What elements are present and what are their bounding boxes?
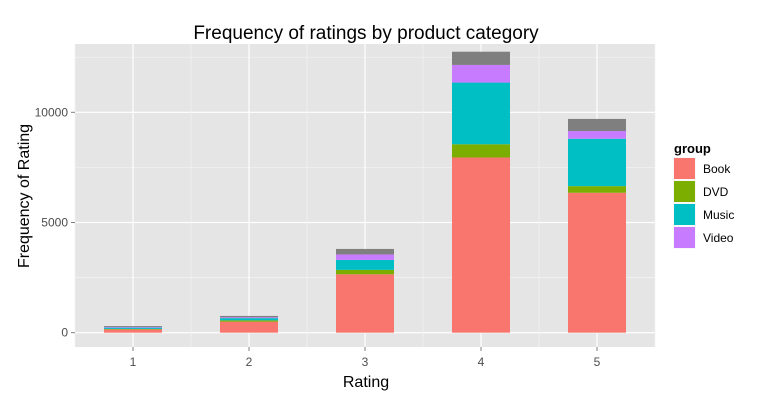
bar-music-3 [336,260,394,270]
legend-label-video: Video [703,231,734,245]
x-axis-label: Rating [343,374,389,391]
x-tick-label: 1 [130,355,137,369]
x-tick-label: 2 [246,355,253,369]
bar-other-4 [452,52,510,65]
bar-video-5 [568,131,626,139]
legend-title: group [674,141,711,156]
bar-music-5 [568,139,626,186]
x-tick-label: 4 [478,355,485,369]
bar-music-1 [104,328,162,329]
legend-label-dvd: DVD [703,185,729,199]
y-tick-label: 10000 [35,105,69,119]
legend-label-music: Music [703,208,734,222]
y-axis-label: Frequency of Rating [16,124,33,268]
bar-video-1 [104,327,162,328]
bar-other-2 [220,316,278,317]
bar-other-1 [104,326,162,327]
bar-dvd-5 [568,186,626,193]
bar-book-2 [220,322,278,333]
y-tick-label: 0 [61,326,68,340]
legend-swatch-video [674,227,695,248]
bar-video-2 [220,317,278,318]
y-tick-label: 5000 [41,215,68,229]
bar-book-5 [568,193,626,333]
bar-video-4 [452,65,510,83]
x-tick-label: 3 [362,355,369,369]
x-tick-label: 5 [594,355,601,369]
bar-other-5 [568,119,626,131]
legend-swatch-music [674,204,695,225]
bar-music-2 [220,318,278,320]
legend-swatch-dvd [674,181,695,202]
legend-swatch-book [674,158,695,179]
bar-other-3 [336,249,394,255]
chart-title: Frequency of ratings by product category [193,23,539,44]
bar-dvd-4 [452,144,510,157]
bar-dvd-3 [336,270,394,274]
bar-video-3 [336,254,394,260]
bar-book-1 [104,329,162,332]
bar-dvd-2 [220,320,278,321]
legend-label-book: Book [703,162,731,176]
legend: group Book DVD Music Video [673,141,734,249]
bar-music-4 [452,83,510,145]
bar-book-4 [452,157,510,332]
bar-book-3 [336,274,394,332]
